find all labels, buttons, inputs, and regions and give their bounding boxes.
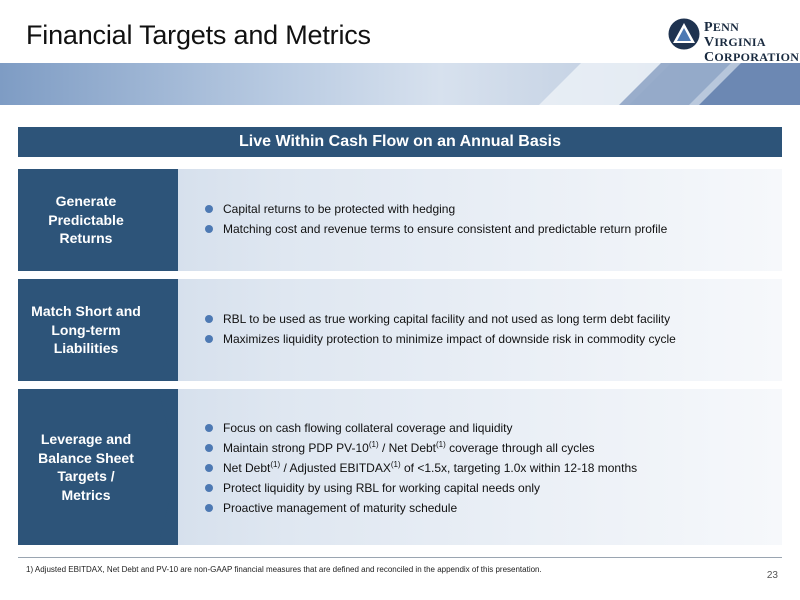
list-item: Proactive management of maturity schedul…: [205, 498, 637, 518]
row-predictable-returns: Generate Predictable Returns Capital ret…: [18, 169, 782, 271]
chevron-right-icon: [158, 169, 178, 271]
page-number: 23: [766, 570, 778, 581]
bullet-icon: [205, 335, 213, 343]
chevron-right-icon: [158, 279, 178, 381]
row-short-long-term-liabilities: Match Short and Long-term Liabilities RB…: [18, 279, 782, 381]
bullet-icon: [205, 444, 213, 452]
list-item: Capital returns to be protected with hed…: [205, 199, 667, 219]
bullet-icon: [205, 424, 213, 432]
bullet-icon: [205, 504, 213, 512]
row-leverage-balance-sheet: Leverage and Balance Sheet Targets / Met…: [18, 389, 782, 545]
bullet-icon: [205, 464, 213, 472]
row-label: Leverage and Balance Sheet Targets / Met…: [18, 389, 178, 545]
chevron-right-icon: [158, 389, 178, 545]
bullet-icon: [205, 484, 213, 492]
footer-divider: [18, 557, 782, 558]
bullet-icon: [205, 205, 213, 213]
bullet-list: Capital returns to be protected with hed…: [205, 199, 667, 239]
page-title: Financial Targets and Metrics: [26, 20, 371, 50]
bullet-list: RBL to be used as true working capital f…: [205, 309, 676, 349]
list-item: Net Debt(1) / Adjusted EBITDAX(1) of <1.…: [205, 458, 637, 478]
list-item: Matching cost and revenue terms to ensur…: [205, 219, 667, 239]
list-item: Protect liquidity by using RBL for worki…: [205, 478, 637, 498]
bullet-list: Focus on cash flowing collateral coverag…: [205, 418, 637, 518]
list-item: Focus on cash flowing collateral coverag…: [205, 418, 637, 438]
triangle-logo-icon: [668, 18, 700, 50]
footnote: 1) Adjusted EBITDAX, Net Debt and PV-10 …: [26, 565, 542, 574]
decorative-banner: [0, 63, 800, 105]
list-item: Maximizes liquidity protection to minimi…: [205, 329, 676, 349]
section-header: Live Within Cash Flow on an Annual Basis: [18, 127, 782, 157]
row-label: Generate Predictable Returns: [18, 169, 178, 271]
bullet-icon: [205, 315, 213, 323]
bullet-icon: [205, 225, 213, 233]
company-logo: PENN VIRGINIA CORPORATION: [668, 18, 799, 65]
list-item: RBL to be used as true working capital f…: [205, 309, 676, 329]
row-label: Match Short and Long-term Liabilities: [18, 279, 178, 381]
list-item: Maintain strong PDP PV-10(1) / Net Debt(…: [205, 438, 637, 458]
logo-wordmark: PENN VIRGINIA CORPORATION: [704, 20, 800, 65]
